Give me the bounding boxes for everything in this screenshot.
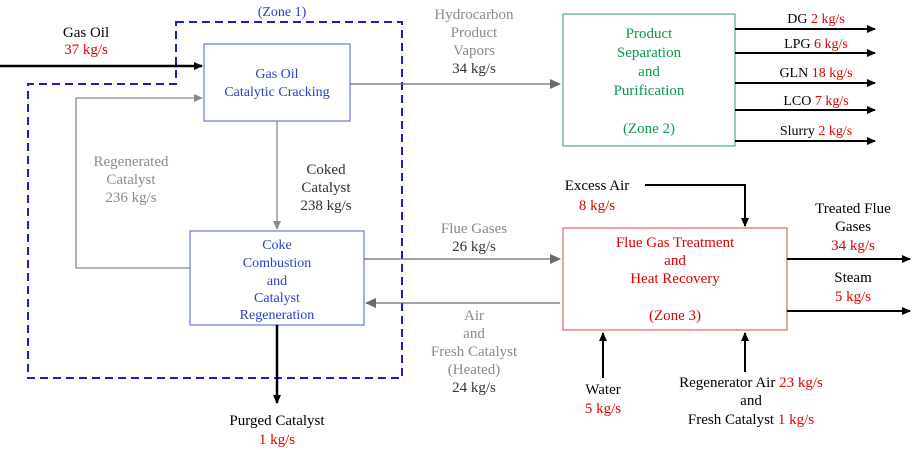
regenerated-catalyst-label-2: Catalyst (106, 172, 156, 188)
cracking-label-2: Catalytic Cracking (224, 85, 329, 100)
flue-gases-rate: 26 kg/s (452, 239, 496, 255)
treatment-zone-label: (Zone 3) (649, 308, 701, 324)
regen-label-3: and (267, 274, 287, 289)
excess-air-rate: 8 kg/s (579, 198, 615, 214)
coked-catalyst-rate: 238 kg/s (300, 198, 351, 214)
regen-label-2: Combustion (243, 256, 311, 271)
separation-label-3: and (638, 64, 660, 80)
purged-catalyst-rate: 1 kg/s (259, 432, 295, 448)
treated-flue-rate: 34 kg/s (831, 238, 875, 254)
vapors-label-3: Vapors (453, 43, 495, 59)
vapors-rate: 34 kg/s (452, 61, 496, 77)
vapors-label-1: Hydrocarbon (434, 7, 514, 23)
air-return-label-3: Fresh Catalyst (431, 344, 518, 360)
coked-catalyst-label-1: Coked (306, 162, 346, 178)
steam-name: Steam (834, 270, 872, 286)
water-name: Water (585, 382, 620, 398)
product-label-lco: LCO 7 kg/s (783, 94, 848, 109)
separation-label-1: Product (626, 26, 673, 42)
feed-name: Gas Oil (63, 25, 109, 41)
air-return-rate: 24 kg/s (452, 380, 496, 396)
product-label-dg: DG 2 kg/s (787, 12, 845, 27)
cracking-box (203, 43, 351, 122)
treatment-label-2: and (664, 253, 686, 269)
separation-label-4: Purification (614, 83, 685, 99)
zone1-label: (Zone 1) (258, 5, 307, 20)
zone1-boundary (27, 21, 403, 379)
separation-label-2: Separation (617, 45, 682, 61)
regen-label-4: Catalyst (254, 291, 300, 306)
product-label-gln: GLN 18 kg/s (779, 66, 852, 81)
treatment-label-1: Flue Gas Treatment (616, 235, 735, 251)
excess-air-arrow (645, 184, 749, 227)
air-return-label-1: Air (464, 308, 484, 324)
vapors-label-2: Product (451, 25, 498, 41)
separation-zone-label: (Zone 2) (623, 121, 675, 137)
water-rate: 5 kg/s (585, 401, 621, 417)
excess-air-name: Excess Air (565, 178, 630, 194)
regen-label-5: Regeneration (240, 308, 315, 323)
fresh-catalyst-label: Fresh Catalyst 1 kg/s (688, 412, 814, 428)
treatment-label-3: Heat Recovery (630, 271, 720, 287)
steam-rate: 5 kg/s (835, 289, 871, 305)
air-return-label-4: (Heated) (448, 362, 500, 378)
regen-air-and: and (740, 393, 762, 409)
product-label-slurry: Slurry 2 kg/s (780, 124, 852, 139)
regenerated-catalyst-label-1: Regenerated (94, 154, 169, 170)
separation-box (562, 13, 736, 147)
cracking-label-1: Gas Oil (255, 67, 298, 82)
regen-label-1: Coke (262, 238, 292, 253)
coked-catalyst-label-2: Catalyst (301, 180, 351, 196)
regenerated-catalyst-line (75, 94, 203, 269)
air-return-label-2: and (463, 326, 485, 342)
product-label-lpg: LPG 6 kg/s (784, 37, 848, 52)
regen-air-label: Regenerator Air 23 kg/s (679, 375, 823, 391)
purged-catalyst-name: Purged Catalyst (229, 413, 325, 429)
treatment-box (562, 227, 788, 331)
regen-box (189, 230, 365, 326)
feed-rate: 37 kg/s (64, 42, 108, 58)
regenerated-catalyst-rate: 236 kg/s (105, 190, 156, 206)
treated-flue-label-2: Gases (835, 219, 871, 235)
treated-flue-label-1: Treated Flue (815, 201, 891, 217)
flue-gases-label: Flue Gases (441, 221, 507, 237)
